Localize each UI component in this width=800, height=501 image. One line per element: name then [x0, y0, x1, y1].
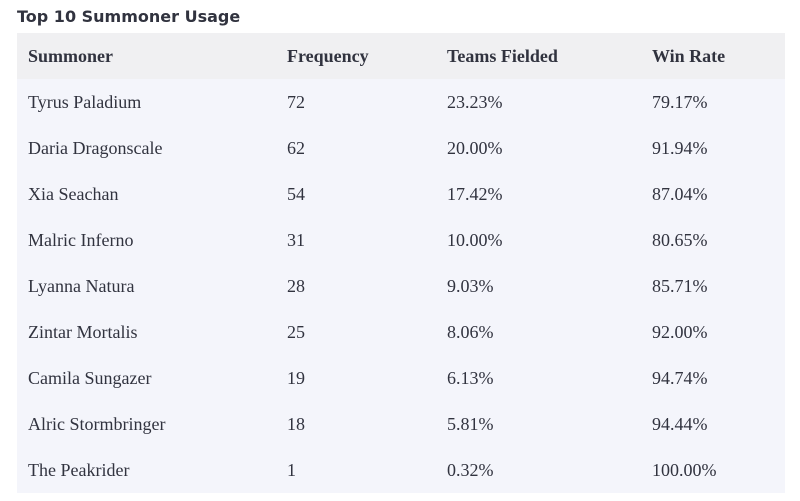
table-cell: 8.06%	[447, 321, 494, 342]
table-header: Summoner Frequency Teams Fielded Win Rate	[17, 33, 785, 79]
table-row: Lyanna Natura 28 9.03% 85.71%	[17, 263, 785, 309]
table-cell: 25	[287, 321, 305, 342]
table-row: The Peakrider 1 0.32% 100.00%	[17, 447, 785, 493]
table-cell: The Peakrider	[28, 459, 130, 480]
table-cell: 79.17%	[652, 91, 708, 112]
table-cell: Xia Seachan	[28, 183, 119, 204]
table-cell: 6.13%	[447, 367, 494, 388]
table-cell: 91.94%	[652, 137, 708, 158]
table-cell: 100.00%	[652, 459, 717, 480]
header-cell: Win Rate	[652, 45, 726, 66]
table-cell: 62	[287, 137, 305, 158]
table-row: Daria Dragonscale 62 20.00% 91.94%	[17, 125, 785, 171]
table-row: Camila Sungazer 19 6.13% 94.74%	[17, 355, 785, 401]
table-cell: 19	[287, 367, 305, 388]
table-cell: 17.42%	[447, 183, 503, 204]
summoner-table: Summoner Frequency Teams Fielded Win Rate T…	[17, 33, 785, 493]
table-cell: 28	[287, 275, 305, 296]
table-cell: 72	[287, 91, 305, 112]
table-body: Tyrus Paladium 72 23.23% 79.17% Daria Dragon…	[17, 79, 785, 493]
header-cell: Frequency	[287, 45, 369, 66]
table-title: Top 10 Summoner Usage	[17, 7, 241, 26]
table-row: Tyrus Paladium 72 23.23% 79.17%	[17, 79, 785, 125]
table-cell: 18	[287, 413, 305, 434]
header-cell: Teams Fielded	[447, 45, 558, 66]
table-cell: Camila Sungazer	[28, 367, 152, 388]
table-cell: 94.74%	[652, 367, 708, 388]
table-cell: 87.04%	[652, 183, 708, 204]
table-cell: 23.23%	[447, 91, 503, 112]
header-cell: Summoner	[28, 45, 113, 66]
header-row: Summoner Frequency Teams Fielded Win Rate	[17, 33, 785, 79]
table-cell: 1	[287, 459, 296, 480]
table-cell: Tyrus Paladium	[28, 91, 142, 112]
table-row: Alric Stormbringer 18 5.81% 94.44%	[17, 401, 785, 447]
table-cell: Daria Dragonscale	[28, 137, 163, 158]
table-cell: 80.65%	[652, 229, 708, 250]
table-cell: 94.44%	[652, 413, 708, 434]
table-cell: 5.81%	[447, 413, 494, 434]
table-row: Malric Inferno 31 10.00% 80.65%	[17, 217, 785, 263]
table-row: Xia Seachan 54 17.42% 87.04%	[17, 171, 785, 217]
table-cell: 20.00%	[447, 137, 503, 158]
table-cell: 31	[287, 229, 305, 250]
table-cell: Lyanna Natura	[28, 275, 135, 296]
table-cell: Zintar Mortalis	[28, 321, 138, 342]
table-row: Zintar Mortalis 25 8.06% 92.00%	[17, 309, 785, 355]
table-cell: 0.32%	[447, 459, 494, 480]
table-cell: Malric Inferno	[28, 229, 134, 250]
table-cell: 85.71%	[652, 275, 708, 296]
table-cell: 10.00%	[447, 229, 503, 250]
table-cell: Alric Stormbringer	[28, 413, 166, 434]
table-cell: 92.00%	[652, 321, 708, 342]
table-cell: 54	[287, 183, 305, 204]
table-cell: 9.03%	[447, 275, 494, 296]
